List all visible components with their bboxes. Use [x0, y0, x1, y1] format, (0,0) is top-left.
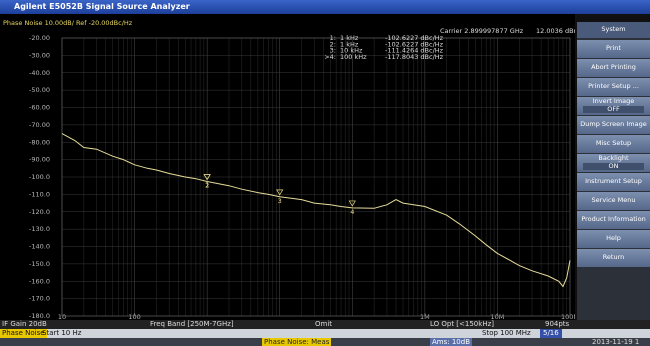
- marker-label: 3: [278, 197, 282, 205]
- softkey-label: Misc Setup: [595, 139, 632, 147]
- carrier: Carrier 2.899997877 GHz: [440, 27, 524, 35]
- y-tick-label: -20.00: [29, 34, 50, 42]
- marker-table-cell: -117.8043 dBc/Hz: [385, 53, 444, 61]
- start: Start 10 Hz: [42, 329, 82, 337]
- softkey-label: Instrument Setup: [585, 177, 642, 185]
- softkey[interactable]: Help: [577, 230, 650, 248]
- plot-background: [0, 14, 575, 320]
- marker-table-cell: 3:: [330, 47, 336, 55]
- points: 904pts: [545, 320, 570, 328]
- marker-table-cell: 1 kHz: [340, 40, 359, 48]
- meas: Phase Noise: Meas: [262, 338, 332, 346]
- marker-table-cell: 100 kHz: [340, 53, 367, 61]
- softkey[interactable]: Backlight ON: [577, 154, 650, 172]
- sweep-row: Phase Noise Start 10 Hz Stop 100 MHz 5/1…: [0, 329, 650, 338]
- marker: [276, 189, 284, 196]
- date: 2013-11-19 1: [592, 338, 640, 346]
- softkey-label: Return: [602, 253, 625, 261]
- softkey-panel: System Print Abort Printing Printer Setup .…: [577, 22, 650, 320]
- y-tick-label: -80.00: [29, 138, 50, 146]
- softkey-label: Invert Image: [592, 97, 635, 106]
- marker-table-cell: >4:: [324, 53, 336, 61]
- softkey[interactable]: Print: [577, 40, 650, 58]
- y-tick-label: -50.00: [29, 86, 50, 94]
- omit: Omit: [315, 320, 333, 328]
- softkey-label: Printer Setup ...: [588, 82, 639, 90]
- marker: [348, 200, 356, 207]
- y-tick-label: -90.00: [29, 156, 50, 164]
- marker-table-cell: -102.6227 dBc/Hz: [385, 34, 444, 42]
- marker-table-cell: 10 kHz: [340, 47, 363, 55]
- y-tick-label: -110.0: [29, 190, 50, 198]
- y-tick-label: -60.00: [29, 104, 50, 112]
- if-gain: IF Gain 20dB: [2, 320, 47, 328]
- softkey[interactable]: Printer Setup ...: [577, 78, 650, 96]
- y-tick-label: -180.0: [29, 312, 50, 320]
- marker-table-cell: 2:: [330, 40, 336, 48]
- softkey-label: Product Information: [581, 215, 646, 223]
- trace: [61, 133, 571, 288]
- y-tick-label: -40.00: [29, 69, 50, 77]
- marker-label: 4: [350, 208, 354, 216]
- softkey-header-label: System: [601, 25, 626, 34]
- chart-title: Phase Noise 10.00dB/ Ref -20.00dBc/Hz: [3, 19, 133, 27]
- status-row: IF Gain 20dB Freq Band [250M-7GHz] Omit …: [0, 320, 650, 329]
- y-tick-label: -70.00: [29, 121, 50, 129]
- y-tick-label: -130.0: [29, 225, 50, 233]
- softkey[interactable]: Return: [577, 249, 650, 267]
- softkey-label: Help: [606, 234, 621, 242]
- carrier-power: 12.0036 dBm: [536, 27, 575, 35]
- y-tick-label: -150.0: [29, 260, 50, 268]
- y-tick-label: -120.0: [29, 208, 50, 216]
- plot-frame: [61, 37, 571, 317]
- softkey-state: ON: [583, 162, 644, 171]
- softkey-label: Backlight: [598, 154, 629, 163]
- softkey-label: Abort Printing: [591, 63, 636, 71]
- mode: Phase Noise: [0, 329, 47, 338]
- x-tick-label: 1M: [420, 313, 430, 320]
- x-tick-label: 10: [58, 313, 66, 320]
- x-tick-label: 100: [128, 313, 140, 320]
- lo-opt: LO Opt [<150kHz]: [430, 320, 494, 328]
- softkey-state: OFF: [583, 105, 644, 114]
- softkey[interactable]: Abort Printing: [577, 59, 650, 77]
- y-tick-label: -160.0: [29, 277, 50, 285]
- window-title: Agilent E5052B Signal Source Analyzer: [0, 0, 650, 14]
- page[interactable]: 5/16: [540, 329, 562, 338]
- marker-table-cell: -102.6227 dBc/Hz: [385, 40, 444, 48]
- softkey[interactable]: Instrument Setup: [577, 173, 650, 191]
- marker-table-cell: -111.4264 dBc/Hz: [385, 47, 444, 55]
- atten: Ams: 10dB: [430, 338, 472, 346]
- softkey[interactable]: Misc Setup: [577, 135, 650, 153]
- softkey-header: System: [577, 22, 650, 38]
- softkey-label: Print: [606, 44, 621, 52]
- stop: Stop 100 MHz: [482, 329, 531, 337]
- softkey[interactable]: Invert Image OFF: [577, 97, 650, 115]
- x-tick-label: 10M: [490, 313, 504, 320]
- softkey-label: Dump Screen Image: [580, 120, 647, 128]
- marker-table-cell: 1:: [330, 34, 336, 42]
- y-tick-label: -30.00: [29, 51, 50, 59]
- y-tick-label: -170.0: [29, 295, 50, 303]
- softkey[interactable]: Dump Screen Image: [577, 116, 650, 134]
- softkey[interactable]: Service Menu: [577, 192, 650, 210]
- softkey-label: Service Menu: [591, 196, 636, 204]
- marker-table-cell: 1 kHz: [340, 34, 359, 42]
- freq-band: Freq Band [250M-7GHz]: [150, 320, 234, 328]
- y-tick-label: -140.0: [29, 243, 50, 251]
- marker-label: 2: [205, 182, 209, 190]
- marker: [203, 174, 211, 181]
- marker-label: 1: [205, 181, 209, 189]
- info-row: Phase Noise: Meas Ams: 10dB 2013-11-19 1: [0, 338, 650, 346]
- phase-noise-plot: Phase Noise 10.00dB/ Ref -20.00dBc/Hz -2…: [0, 14, 575, 320]
- y-tick-label: -100.0: [29, 173, 50, 181]
- softkey[interactable]: Product Information: [577, 211, 650, 229]
